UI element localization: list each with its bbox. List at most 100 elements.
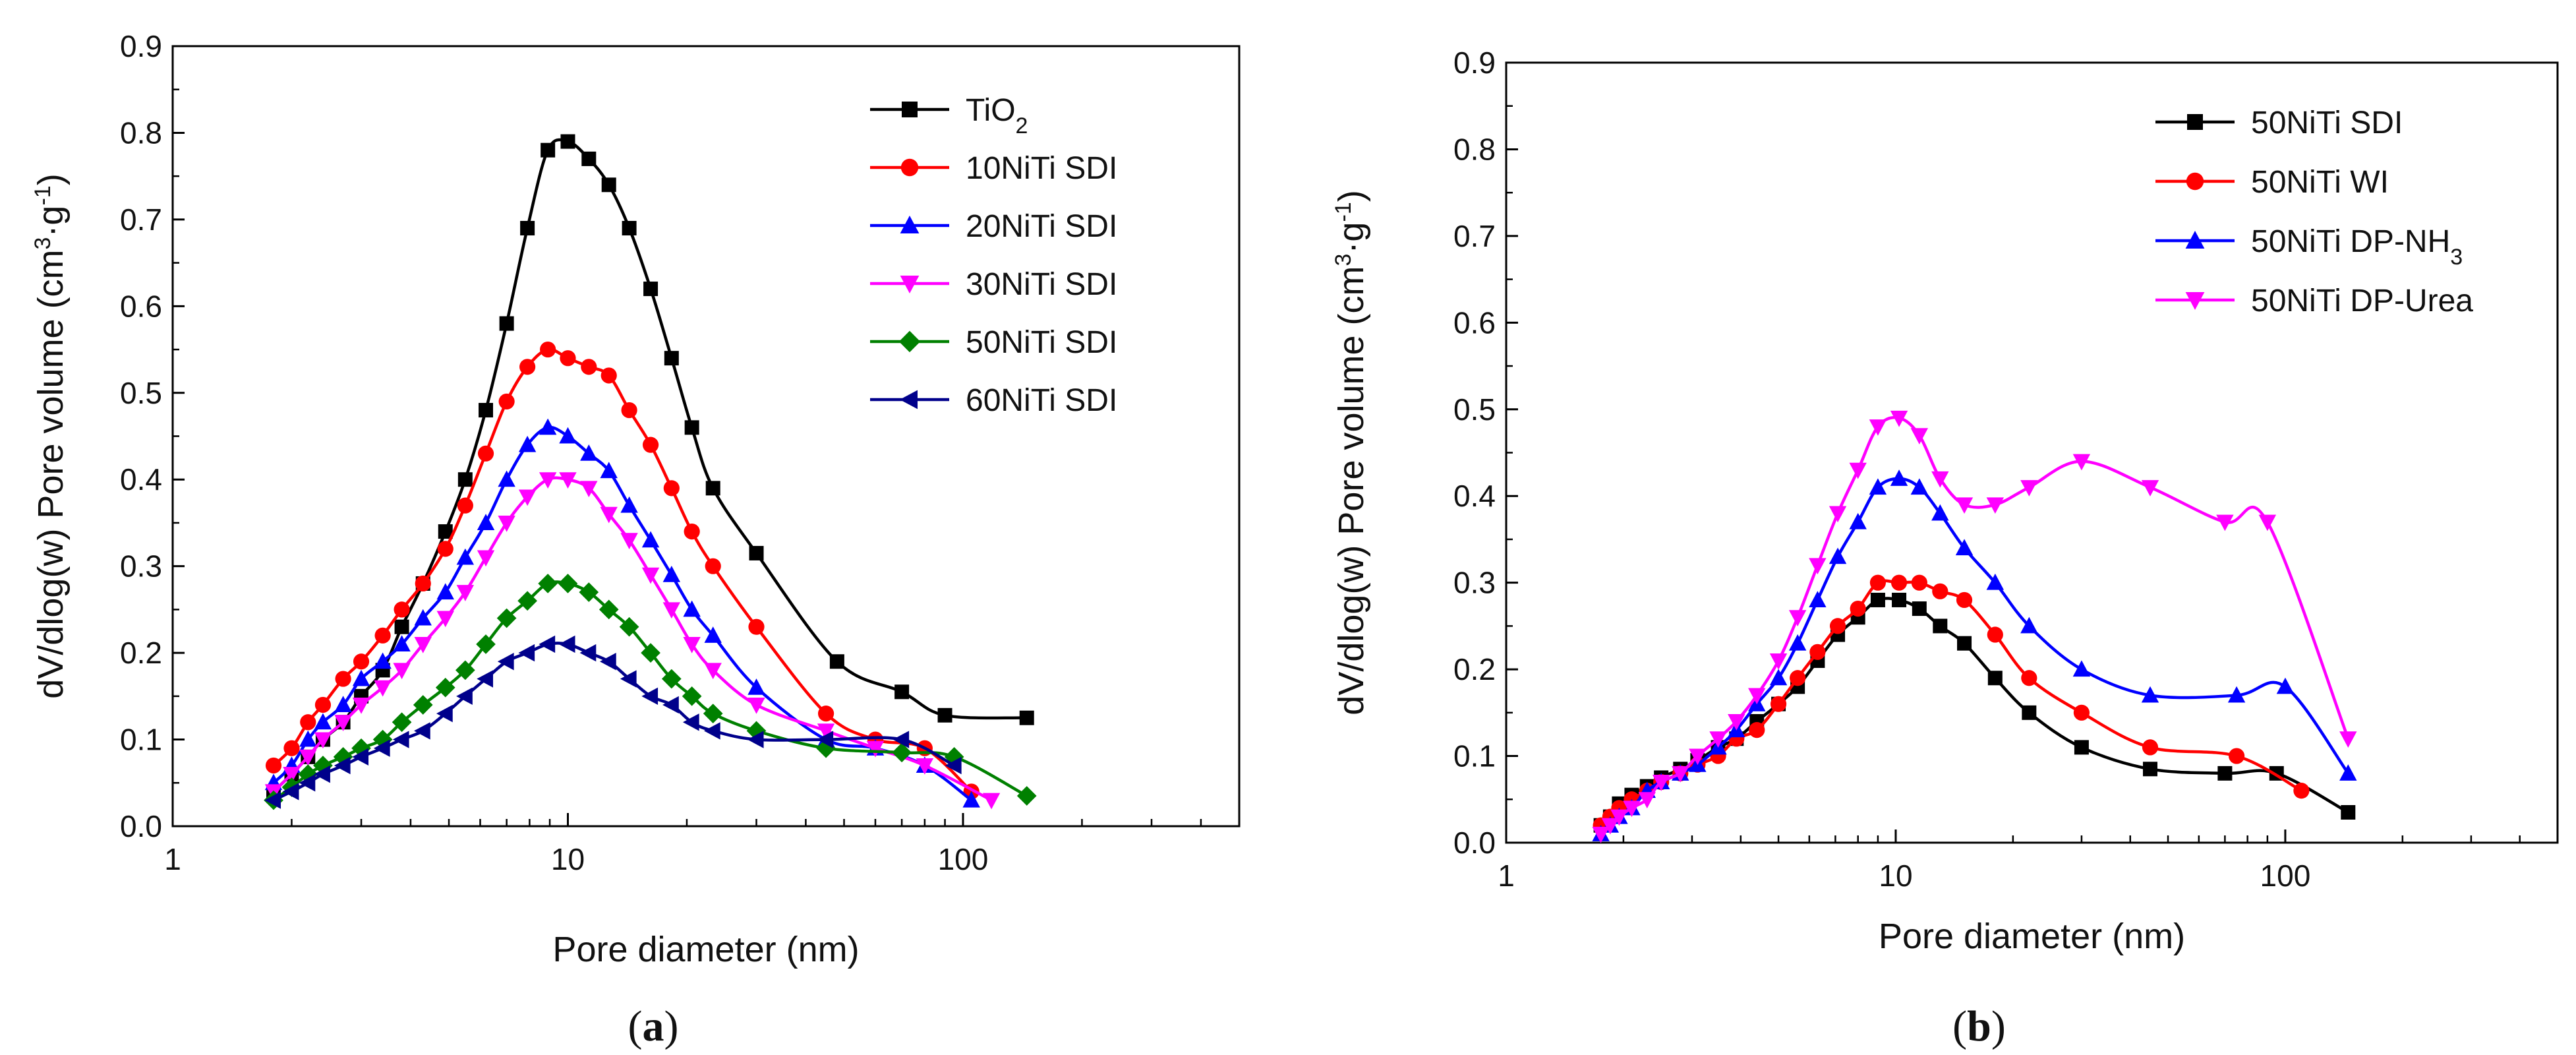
data-point (662, 566, 681, 582)
data-point (1829, 547, 1847, 564)
data-point (579, 644, 597, 662)
data-point (580, 481, 598, 498)
data-point (894, 684, 910, 700)
chart-panel-b: 0.0 0.1 0.2 0.3 0.4 0.5 0.6 0.7 0.8 0.9 1 10 100 Pore… (1331, 45, 2559, 1050)
data-point (2228, 748, 2245, 764)
legend-marker (900, 390, 918, 409)
legend-label: 60NiTi SDI (966, 383, 1117, 418)
panel-label-paren: ) (664, 1002, 679, 1050)
data-point (477, 514, 495, 530)
y-tick-label: 0.2 (1453, 652, 1496, 686)
data-point (518, 435, 537, 452)
data-point (1869, 478, 1887, 495)
data-point (747, 678, 765, 695)
data-point (746, 721, 767, 741)
legend-marker (900, 276, 920, 293)
y-tick-label: 0.0 (1453, 826, 1496, 860)
data-point (496, 608, 517, 628)
data-point (749, 545, 764, 560)
data-point (703, 704, 723, 723)
x-tick-label: 1 (1498, 859, 1515, 893)
data-point (538, 574, 558, 593)
data-point (866, 740, 885, 758)
data-point (893, 731, 910, 748)
data-point (1672, 766, 1689, 783)
data-point (663, 480, 680, 497)
data-point (334, 756, 351, 775)
x-tick-label: 1 (164, 842, 181, 876)
data-point (499, 316, 514, 331)
legend-label-text: 10NiTi SDI (966, 151, 1117, 186)
panel-label: (a) (628, 1002, 679, 1050)
data-point (1809, 591, 1827, 607)
y-tick-label: 0.1 (1453, 739, 1496, 773)
data-point (664, 351, 679, 366)
legend-label: 50NiTi DP-NH3 (2251, 224, 2463, 270)
y-tick-label: 0.2 (120, 636, 162, 670)
data-point (982, 793, 1001, 810)
data-point (457, 472, 473, 487)
data-point (1910, 428, 1929, 444)
data-point (2341, 804, 2356, 820)
data-point (477, 550, 495, 567)
data-point (353, 653, 370, 670)
data-point (1910, 478, 1929, 495)
data-point (518, 489, 537, 506)
y-tick-label: 0.7 (120, 202, 162, 237)
data-point (1955, 497, 1974, 514)
legend-marker (2185, 292, 2205, 310)
legend-entry: 60NiTi SDI (870, 383, 1117, 418)
data-point (1987, 626, 2003, 643)
data-point (497, 653, 514, 671)
y-axis-title-text: ) (1332, 190, 1371, 202)
data-point (748, 618, 765, 635)
legend-label-text: 50NiTi SDI (966, 325, 1117, 360)
data-point (2141, 480, 2159, 497)
legend-label-text: 50NiTi DP-Urea (2251, 284, 2473, 318)
data-point (498, 470, 515, 487)
data-point (619, 617, 639, 637)
data-point (2074, 740, 2089, 755)
data-point (600, 462, 618, 479)
data-point (1829, 618, 1846, 634)
series-20niti-sdi (264, 418, 980, 808)
data-point (476, 634, 496, 654)
data-point (580, 444, 598, 461)
data-point (539, 635, 556, 653)
data-point (600, 506, 618, 524)
legend-label: 30NiTi SDI (966, 267, 1117, 302)
data-point (394, 619, 409, 634)
data-point (2339, 731, 2357, 748)
data-point (2022, 705, 2037, 720)
data-point (581, 151, 597, 166)
data-point (1892, 592, 1907, 607)
data-point (1788, 610, 1807, 626)
data-point (661, 669, 682, 689)
data-point (374, 680, 392, 697)
legend-label: 50NiTi WI (2251, 165, 2389, 200)
x-tick-label: 10 (551, 842, 585, 876)
data-point (541, 142, 556, 158)
legend-marker (902, 102, 918, 117)
legend-entry: 50NiTi DP-Urea (2155, 284, 2473, 318)
data-point (314, 696, 332, 713)
data-point (314, 713, 332, 730)
data-point (704, 626, 722, 643)
data-point (2276, 677, 2295, 694)
data-point (392, 731, 409, 748)
data-point (2258, 514, 2277, 531)
data-point (520, 221, 535, 236)
legend-entry: 20NiTi SDI (870, 209, 1117, 244)
data-point (517, 591, 537, 611)
data-point (436, 583, 454, 600)
x-axis-title: Pore diameter (nm) (1879, 917, 2185, 956)
data-point (817, 706, 834, 722)
legend-entry: 50NiTi WI (2155, 165, 2389, 200)
legend-marker (2186, 172, 2204, 191)
data-point (299, 730, 317, 747)
data-point (283, 767, 301, 783)
data-point (1869, 419, 1887, 436)
legend-label: 50NiTi DP-Urea (2251, 284, 2473, 318)
y-tick-label: 0.9 (120, 29, 162, 63)
